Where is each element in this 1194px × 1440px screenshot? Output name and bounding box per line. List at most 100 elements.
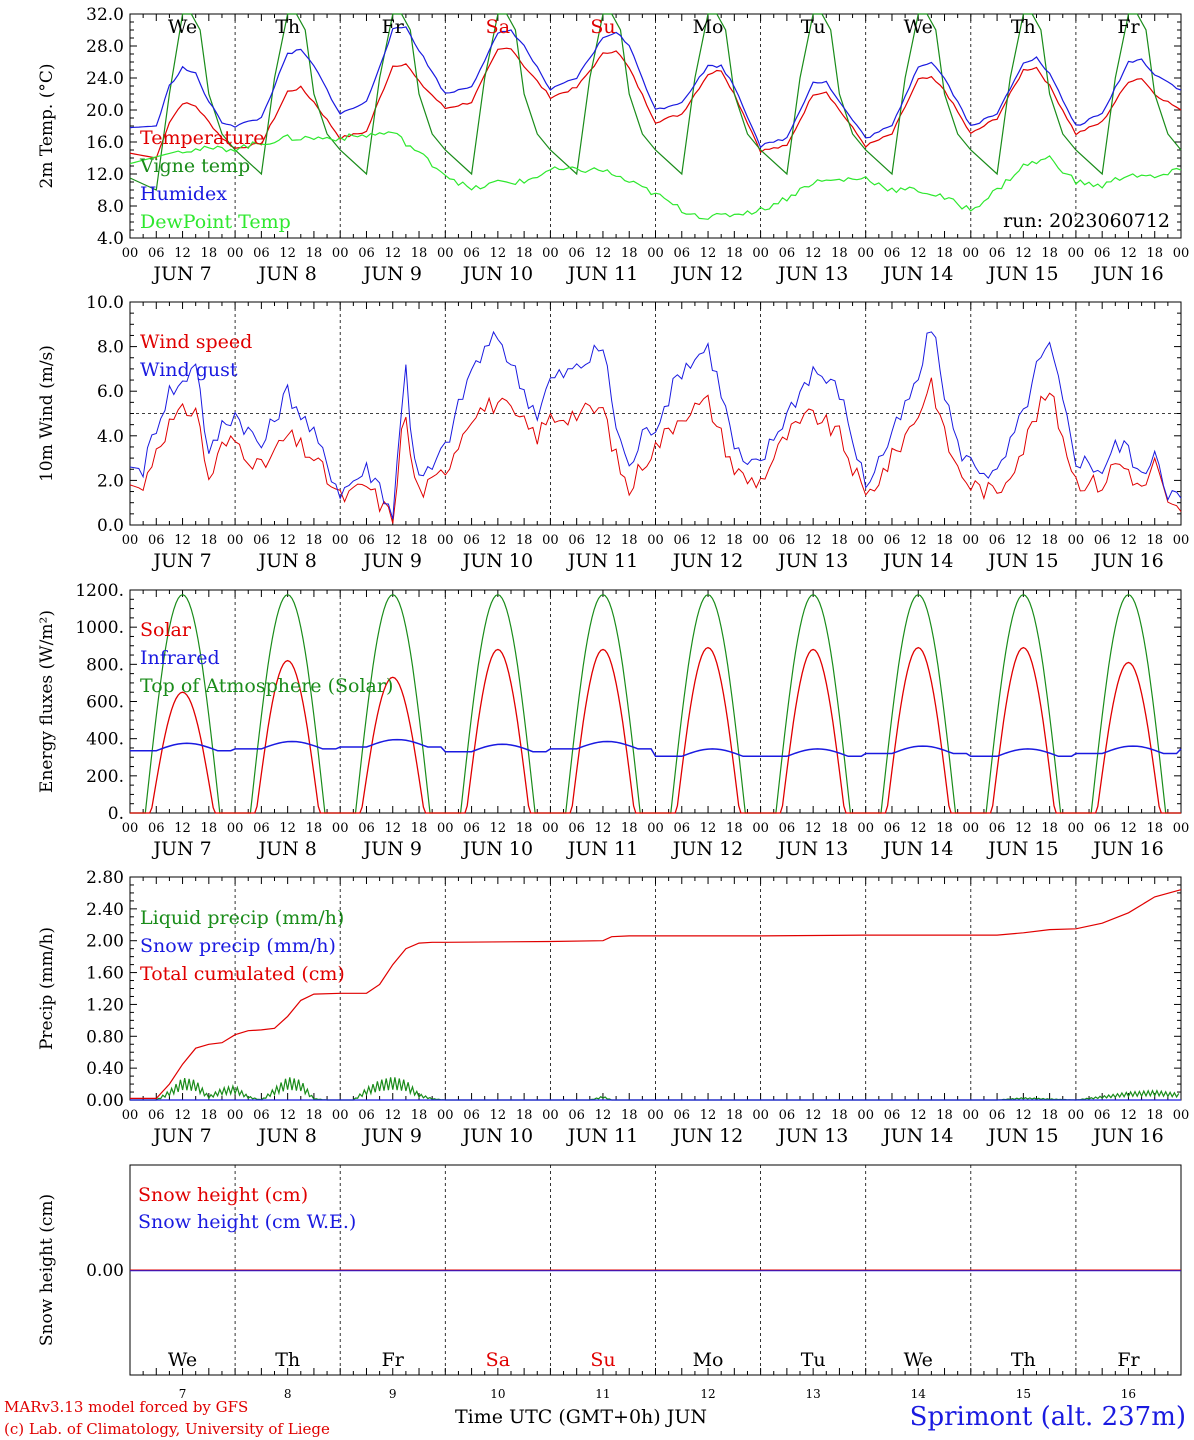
hour-label: 18 bbox=[936, 821, 953, 836]
hour-label: 18 bbox=[621, 246, 638, 261]
y-tick-label: 600. bbox=[86, 693, 124, 713]
y-tick-label: 4.0 bbox=[97, 229, 124, 249]
date-label: JUN 8 bbox=[256, 1125, 316, 1147]
series-line-infrared bbox=[130, 738, 1182, 758]
panel-1: 4.0 8.0 12.0 16.0 20.0 24.0 28.0 32.0 2m Temp. (… bbox=[37, 5, 1189, 285]
hour-label: 18 bbox=[411, 533, 428, 548]
hour-label: 06 bbox=[358, 533, 375, 548]
hour-label: 12 bbox=[1120, 533, 1137, 548]
y-tick-label: 28.0 bbox=[86, 37, 124, 57]
date-label: JUN 16 bbox=[1091, 263, 1163, 285]
hour-label: 06 bbox=[463, 821, 480, 836]
panel-2: 0.0 2.0 4.0 6.0 8.0 10.0 10m Wind (m/s) 00 06 12 1… bbox=[37, 293, 1189, 572]
y-tick-label: 1.20 bbox=[86, 995, 124, 1015]
y-tick-label: 0.80 bbox=[86, 1027, 124, 1047]
legend-solar: Solar bbox=[140, 619, 192, 641]
date-label: JUN 16 bbox=[1091, 550, 1163, 572]
date-label: JUN 11 bbox=[566, 263, 638, 285]
hour-label: 12 bbox=[700, 821, 717, 836]
credit-line-2: (c) Lab. of Climatology, University of L… bbox=[4, 1420, 330, 1438]
legend-snow-height-cm-w-e-: Snow height (cm W.E.) bbox=[138, 1211, 356, 1233]
date-label: JUN 8 bbox=[256, 838, 316, 860]
hour-label: 18 bbox=[936, 246, 953, 261]
hour-label: 00 bbox=[1068, 1108, 1085, 1123]
hour-label: 06 bbox=[253, 533, 270, 548]
date-label: JUN 13 bbox=[776, 838, 848, 860]
date-label: JUN 12 bbox=[671, 1125, 743, 1147]
panel-3: 0. 200. 400. 600. 800. 1000. 1200. Energy fluxe… bbox=[37, 581, 1189, 860]
hour-label: 00 bbox=[542, 533, 559, 548]
date-label: JUN 11 bbox=[566, 1125, 638, 1147]
hour-label: 00 bbox=[1173, 821, 1190, 836]
hour-label: 12 bbox=[490, 1108, 507, 1123]
date-label: JUN 10 bbox=[461, 1125, 533, 1147]
hour-label: 00 bbox=[437, 821, 454, 836]
hour-label: 06 bbox=[568, 533, 585, 548]
dow-label: Su bbox=[590, 16, 615, 38]
hour-label: 18 bbox=[1041, 246, 1058, 261]
date-label: JUN 8 bbox=[256, 550, 316, 572]
y-tick-label: 2.0 bbox=[97, 471, 124, 491]
hour-label: 06 bbox=[253, 1108, 270, 1123]
date-label: JUN 14 bbox=[881, 1125, 953, 1147]
hour-label: 18 bbox=[1146, 533, 1163, 548]
hour-label: 00 bbox=[1173, 246, 1190, 261]
hour-label: 12 bbox=[805, 821, 822, 836]
y-tick-label: 8.0 bbox=[97, 338, 124, 358]
hour-label: 00 bbox=[1173, 1108, 1190, 1123]
hour-label: 18 bbox=[306, 1108, 323, 1123]
hour-label: 12 bbox=[805, 533, 822, 548]
hour-label: 00 bbox=[857, 1108, 874, 1123]
dow-label: Fr bbox=[382, 16, 405, 38]
hour-label: 12 bbox=[910, 821, 927, 836]
hour-label: 18 bbox=[726, 533, 743, 548]
hour-label: 00 bbox=[227, 533, 244, 548]
date-label: JUN 9 bbox=[362, 550, 422, 572]
hour-label: 00 bbox=[857, 821, 874, 836]
hour-label: 12 bbox=[384, 246, 401, 261]
y-tick-label: 0.0 bbox=[97, 516, 124, 536]
day-number-label: 13 bbox=[806, 1387, 821, 1401]
dow-label: Th bbox=[275, 16, 300, 38]
hour-label: 06 bbox=[674, 1108, 691, 1123]
x-axis-title: Time UTC (GMT+0h) JUN bbox=[455, 1406, 707, 1428]
hour-label: 12 bbox=[1120, 246, 1137, 261]
dow-label: Tu bbox=[801, 1349, 826, 1371]
y-tick-label: 2.00 bbox=[86, 932, 124, 952]
hour-label: 12 bbox=[910, 1108, 927, 1123]
hour-label: 06 bbox=[253, 246, 270, 261]
hour-label: 00 bbox=[647, 246, 664, 261]
hour-label: 12 bbox=[384, 821, 401, 836]
legend-wind-gust: Wind gust bbox=[140, 359, 238, 381]
hour-label: 18 bbox=[1146, 246, 1163, 261]
hour-label: 18 bbox=[1146, 821, 1163, 836]
hour-label: 18 bbox=[831, 533, 848, 548]
date-label: JUN 13 bbox=[776, 1125, 848, 1147]
hour-label: 12 bbox=[700, 1108, 717, 1123]
hour-label: 06 bbox=[148, 246, 165, 261]
legend-wind-speed: Wind speed bbox=[140, 331, 252, 353]
series-line-dewpoint-temp bbox=[129, 131, 1182, 220]
hour-label: 00 bbox=[963, 533, 980, 548]
dow-label: Th bbox=[1011, 1349, 1036, 1371]
hour-label: 12 bbox=[1015, 246, 1032, 261]
date-label: JUN 10 bbox=[461, 838, 533, 860]
date-label: JUN 7 bbox=[151, 263, 211, 285]
hour-label: 12 bbox=[805, 246, 822, 261]
hour-label: 06 bbox=[884, 1108, 901, 1123]
y-tick-label: 0.00 bbox=[86, 1091, 124, 1111]
hour-label: 00 bbox=[122, 533, 139, 548]
date-label: JUN 9 bbox=[362, 838, 422, 860]
hour-label: 00 bbox=[332, 246, 349, 261]
day-number-label: 9 bbox=[389, 1387, 397, 1401]
y-tick-label: 0.00 bbox=[86, 1261, 124, 1281]
x-axis-month: JUN bbox=[666, 1406, 708, 1428]
hour-label: 12 bbox=[595, 821, 612, 836]
y-tick-label: 1.60 bbox=[86, 964, 124, 984]
hour-label: 18 bbox=[936, 1108, 953, 1123]
hour-label: 06 bbox=[779, 1108, 796, 1123]
y-axis-title: Energy fluxes (W/m²) bbox=[37, 610, 57, 793]
series-line-wind-speed bbox=[129, 377, 1182, 524]
dow-label: Tu bbox=[801, 16, 826, 38]
